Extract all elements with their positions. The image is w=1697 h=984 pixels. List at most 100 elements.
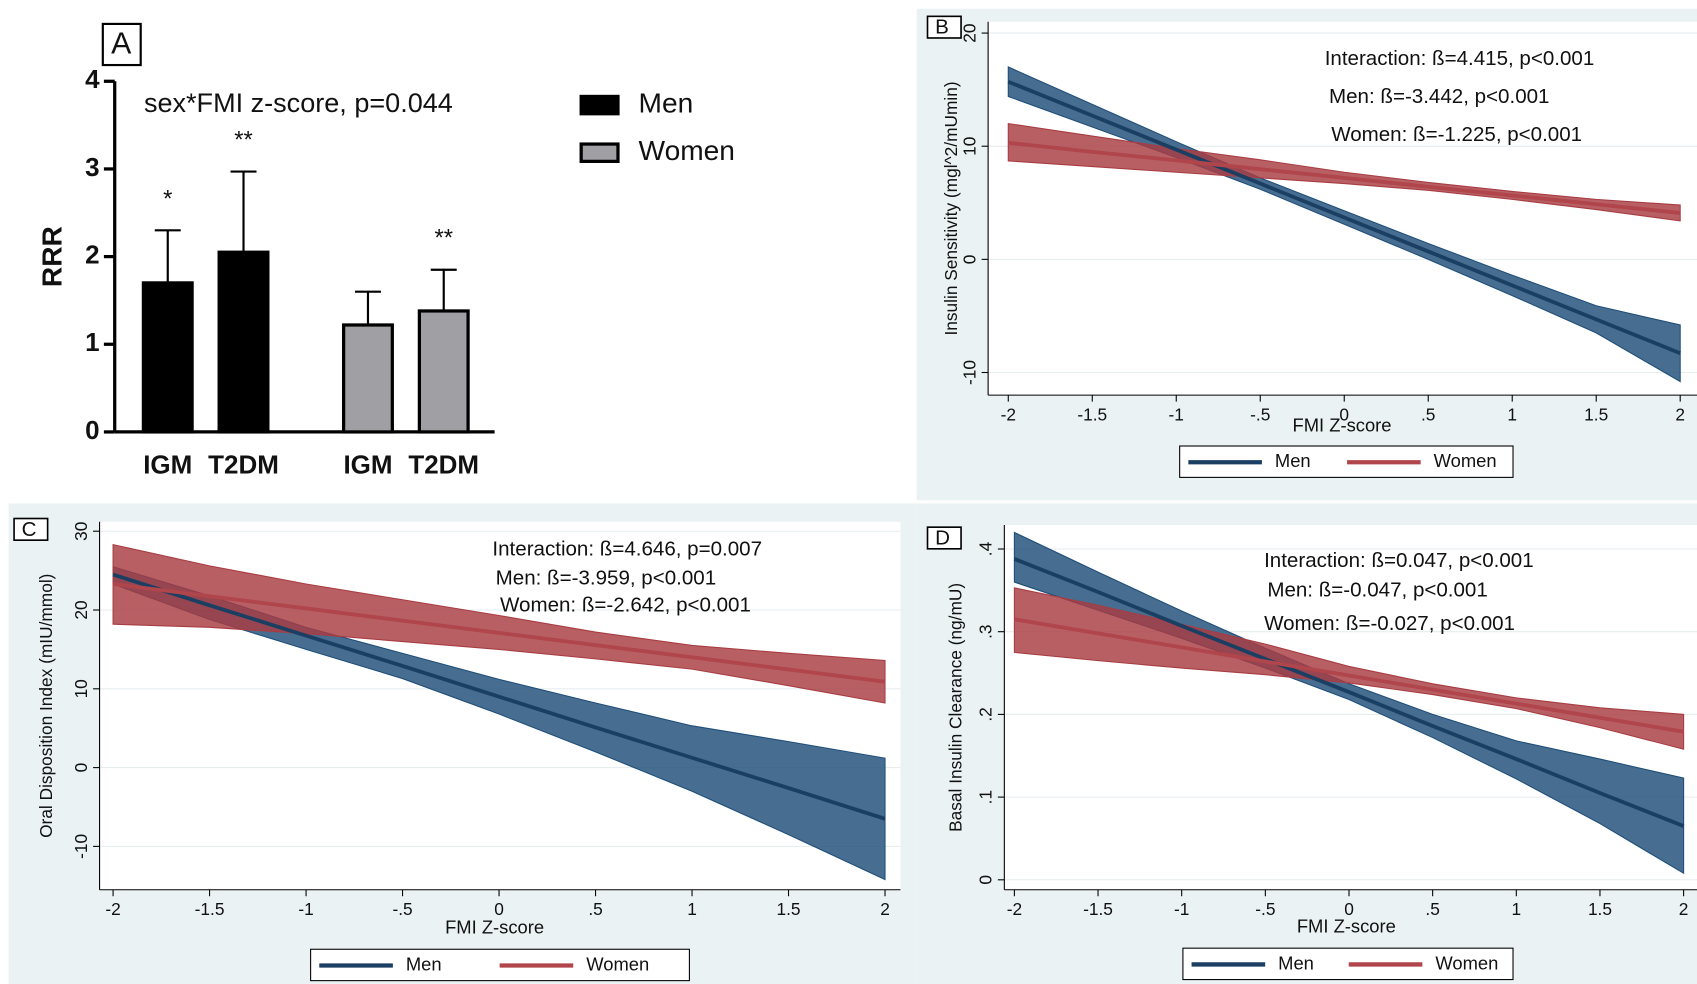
fit-line [112,572,886,821]
x-tick-label: -2 [105,899,120,919]
x-tick-label: -.5 [392,899,412,919]
x-tick-label: .5 [588,899,602,919]
y-axis-label: Insulin Sensitivity (mgl^2/mUmin) [941,81,961,335]
x-tick-label: -1 [298,899,313,919]
x-axis-label: FMI Z-score [445,917,544,938]
y-tick-label: 30 [71,522,91,541]
x-tick-label: .5 [1425,899,1439,919]
panel-label-box [926,526,962,550]
significance: * [163,185,172,212]
y-tick-label: 0 [85,415,99,445]
significance: ** [234,127,253,154]
legend-label: Women [586,953,649,974]
x-tick-label: 0 [1344,899,1354,919]
bar [341,323,394,434]
y-tick-label: 2 [85,239,99,269]
fit-line [1008,140,1681,215]
annotation: Interaction: ß=4.646, p=0.007 [492,537,762,560]
y-axis-label: Basal Insulin Clearance (ng/mU) [945,583,965,832]
confidence-band [1007,66,1681,383]
legend-label: Women [1435,952,1498,973]
x-tick-label: 2 [880,899,890,919]
x-tick-label: 1.5 [776,899,800,919]
x-tick-label: -1.5 [1083,899,1113,919]
bar [417,309,470,434]
plot-area [988,21,1697,396]
fit-line [112,582,886,684]
bar [141,281,194,434]
x-tick-label: 1 [1511,899,1521,919]
panel-label: C [22,518,37,541]
x-tick-label: 0 [494,899,504,919]
y-tick-label: 20 [959,23,979,42]
x-axis-label: FMI Z-score [1297,915,1396,936]
x-tick-label: -2 [1007,899,1022,919]
x-tick-label: -1.5 [195,899,225,919]
y-tick-label: .2 [976,707,996,721]
x-tick-label: 1 [687,899,697,919]
fit-line [1014,617,1684,734]
fit-line [1013,557,1685,828]
y-tick-label: 10 [71,679,91,698]
x-tick-label: 2 [1675,404,1685,424]
annotation: sex*FMI z-score, p=0.044 [144,88,453,118]
x-tick-label: IGM [143,449,192,479]
x-tick-label: 1 [1507,404,1517,424]
panel-label-box [13,517,49,541]
legend-label: Women [1434,450,1497,471]
x-tick-label: -1 [1169,404,1184,424]
legend-label: Men [1275,450,1311,471]
y-tick-label: -10 [959,360,979,385]
annotation: Men: ß=-3.442, p<0.001 [1329,85,1549,108]
annotation: Women: ß=-2.642, p<0.001 [500,594,751,617]
panel-label-box [101,22,142,67]
x-axis-label: FMI Z-score [1292,414,1391,435]
x-tick-label: T2DM [408,449,479,479]
legend-label: Men [406,953,442,974]
y-tick-label: 0 [976,875,996,885]
confidence-band [112,543,886,704]
x-tick-label: 1.5 [1584,404,1608,424]
fit-line [1007,79,1681,356]
panel-label: A [111,28,132,61]
y-tick-label: 20 [71,600,91,619]
annotation: Women: ß=-0.027, p<0.001 [1264,612,1515,635]
annotation: Interaction: ß=4.415, p<0.001 [1325,47,1595,70]
x-tick-label: 0 [1339,404,1349,424]
y-tick-label: 0 [959,255,979,265]
x-tick-label: IGM [343,449,392,479]
x-tick-label: .5 [1421,404,1435,424]
y-tick-label: .4 [976,541,996,556]
x-tick-label: T2DM [208,449,279,479]
y-axis-label: RRR [37,226,68,287]
annotation: Men: ß=-0.047, p<0.001 [1267,578,1487,601]
legend-label: Men [1278,952,1314,973]
y-axis-label: Oral Disposition Index (mIU/mmol) [36,574,56,838]
x-tick-label: 2 [1679,899,1689,919]
y-tick-label: 4 [85,64,100,94]
legend-label: Men [639,88,694,119]
x-tick-label: -.5 [1250,404,1270,424]
y-tick-label: 3 [85,152,99,182]
annotation: Men: ß=-3.959, p<0.001 [496,567,716,590]
bar [217,250,270,434]
y-tick-label: 0 [71,763,91,773]
y-tick-label: 1 [85,327,99,357]
legend-label: Women [639,135,735,166]
x-tick-label: -.5 [1255,899,1275,919]
legend-swatch [579,94,620,116]
annotation: Interaction: ß=0.047, p<0.001 [1264,549,1534,572]
panel-label: B [935,16,949,39]
x-tick-label: -1.5 [1077,404,1107,424]
annotation: Women: ß=-1.225, p<0.001 [1331,123,1582,146]
x-tick-label: -2 [1001,404,1016,424]
x-tick-label: 1.5 [1588,899,1612,919]
legend-swatch [579,142,620,163]
panel-label: D [935,527,950,550]
significance: ** [434,225,453,252]
x-tick-label: -1 [1174,899,1189,919]
y-tick-label: -10 [71,834,91,859]
y-tick-label: 10 [959,137,979,156]
y-tick-label: .1 [976,790,996,804]
